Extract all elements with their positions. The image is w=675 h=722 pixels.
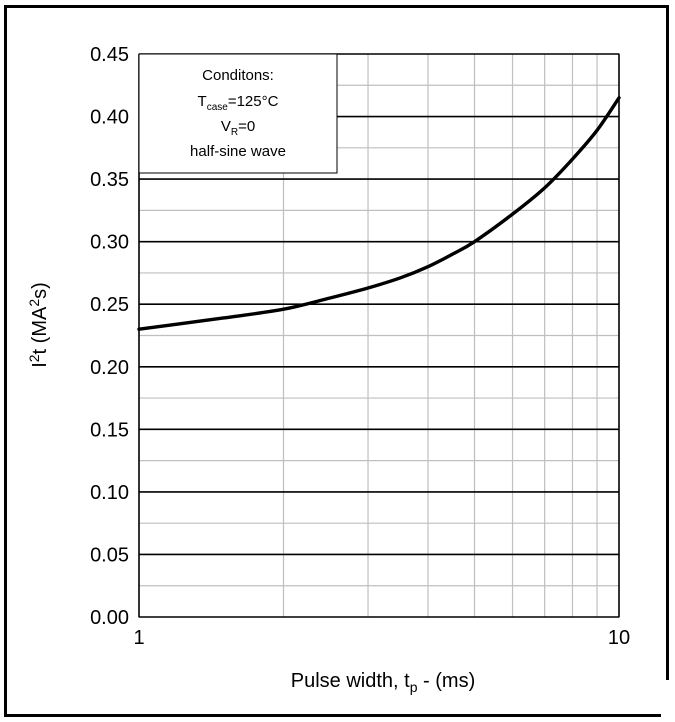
y-axis-title: I2t (MA2s) [26, 282, 51, 368]
plot-area [138, 53, 620, 618]
annotation-box [138, 53, 338, 174]
y-tick-label: 0.15 [90, 419, 129, 441]
annotation-case-temperature: Tcase=125°C [198, 93, 279, 113]
frame-notch [661, 680, 673, 720]
annotation-waveform: half-sine wave [190, 143, 286, 160]
y-tick-label: 0.45 [90, 44, 129, 66]
y-tick-label: 0.30 [90, 232, 129, 254]
annotation-title: Conditons: [202, 67, 274, 84]
y-tick-label: 0.20 [90, 357, 129, 379]
x-tick-labels: 1 10 [133, 627, 630, 649]
x-tick-label: 10 [608, 627, 630, 649]
x-axis-title: Pulse width, tp - (ms) [291, 670, 476, 695]
y-tick-label: 0.35 [90, 169, 129, 191]
y-tick-label: 0.05 [90, 544, 129, 566]
y-tick-label: 0.10 [90, 482, 129, 504]
conditions-annotation: Conditons: Tcase=125°C VR=0 half-sine wa… [138, 53, 338, 174]
data-series [137, 96, 621, 331]
annotation-reverse-voltage: VR=0 [221, 118, 255, 138]
minor-grid [139, 54, 619, 617]
x-tick-label: 1 [133, 627, 144, 649]
y-tick-label: 0.40 [90, 107, 129, 129]
y-tick-labels: 0.00 0.05 0.10 0.15 0.20 0.25 0.30 0.35 0.40 0.45 [90, 44, 129, 629]
y-tick-label: 0.25 [90, 294, 129, 316]
series-line-0 [137, 96, 621, 331]
y-tick-label: 0.00 [90, 607, 129, 629]
